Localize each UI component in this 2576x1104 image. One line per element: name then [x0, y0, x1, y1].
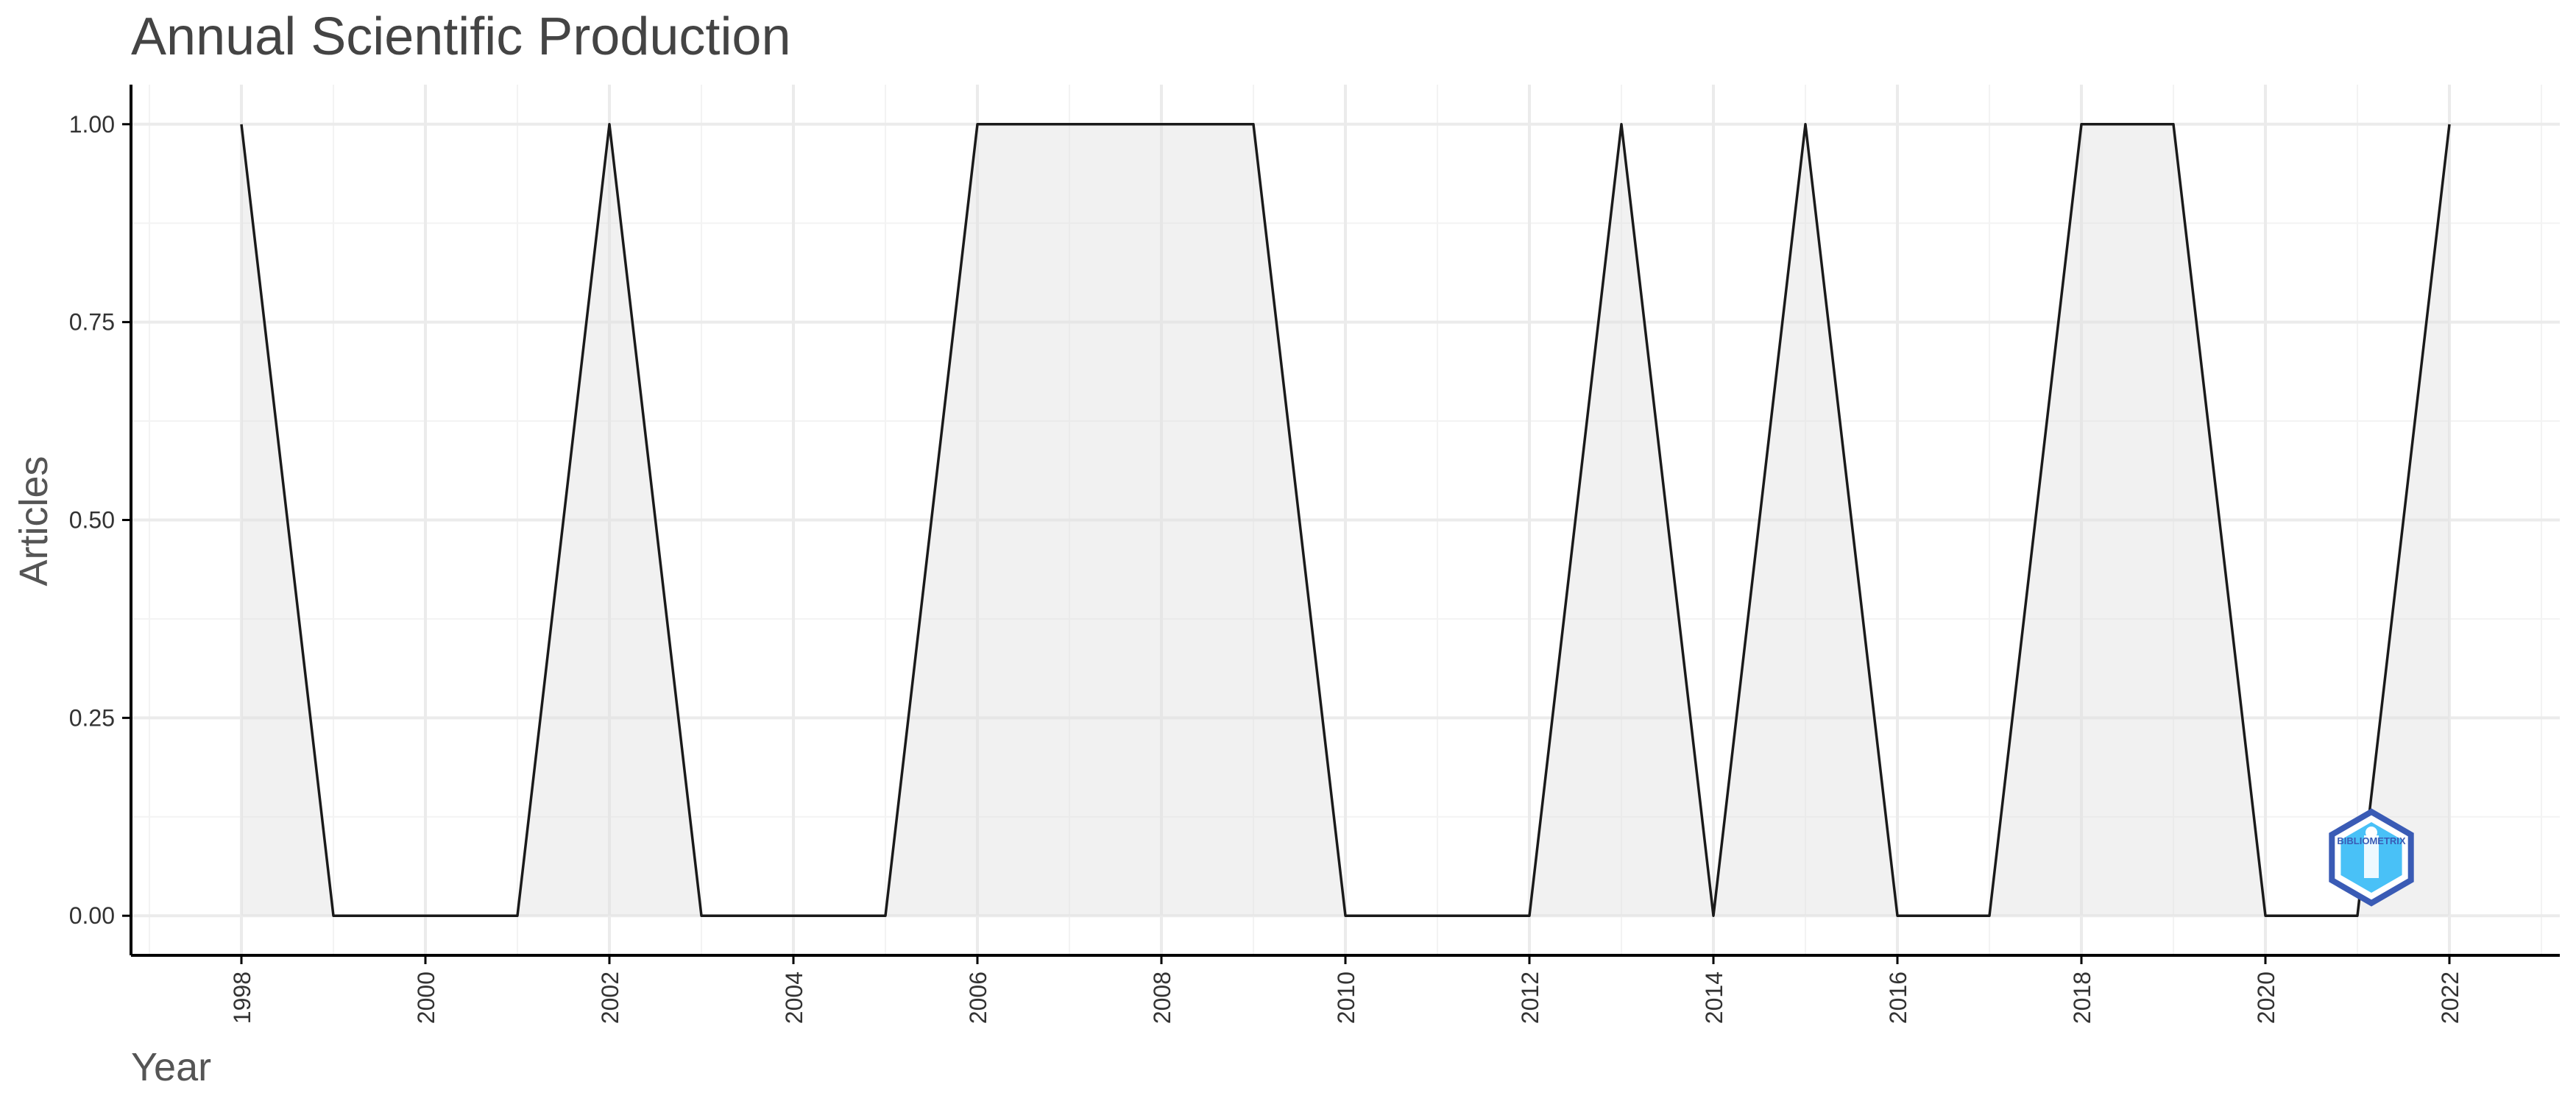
- y-tick-label: 0.50: [69, 507, 115, 534]
- logo-text: BIBLIOMETRIX: [2337, 835, 2405, 846]
- x-axis-title: Year: [131, 1045, 211, 1089]
- x-tick-label: 2014: [1701, 972, 1727, 1024]
- x-tick-label: 2002: [597, 972, 623, 1024]
- y-axis-title: Articles: [12, 456, 56, 586]
- chart-title: Annual Scientific Production: [131, 7, 791, 66]
- y-tick-label: 1.00: [69, 111, 115, 138]
- x-tick-label: 2004: [781, 972, 807, 1024]
- x-tick-label: 2008: [1149, 972, 1175, 1024]
- axis-layer: 0.00 0.25 0.50 0.75 1.00 1998 2000 2002 2004 2006…: [69, 85, 2560, 1024]
- line-layer: [240, 123, 2451, 917]
- x-tick-label: 2006: [965, 972, 991, 1024]
- x-tick-label: 2022: [2437, 972, 2463, 1024]
- x-tick-label: 2010: [1333, 972, 1359, 1024]
- x-tick-label: 2000: [413, 972, 439, 1024]
- y-tick-label: 0.00: [69, 902, 115, 929]
- bibliometrix-logo-icon: BIBLIOMETRIX: [2329, 808, 2414, 907]
- x-tick-label: 2020: [2253, 972, 2279, 1024]
- x-tick-label: 2018: [2069, 972, 2095, 1024]
- area-layer: [241, 124, 2449, 916]
- x-tick-label: 2016: [1885, 972, 1911, 1024]
- grid-layer: [131, 85, 2560, 955]
- series-line: [240, 123, 2451, 917]
- series-area-fill: [241, 124, 2449, 916]
- x-tick-label: 1998: [229, 972, 255, 1024]
- x-tick-label: 2012: [1517, 972, 1543, 1024]
- y-tick-label: 0.25: [69, 704, 115, 731]
- y-tick-label: 0.75: [69, 309, 115, 336]
- logo-tower: [2364, 835, 2379, 878]
- logo-top: [2366, 827, 2377, 838]
